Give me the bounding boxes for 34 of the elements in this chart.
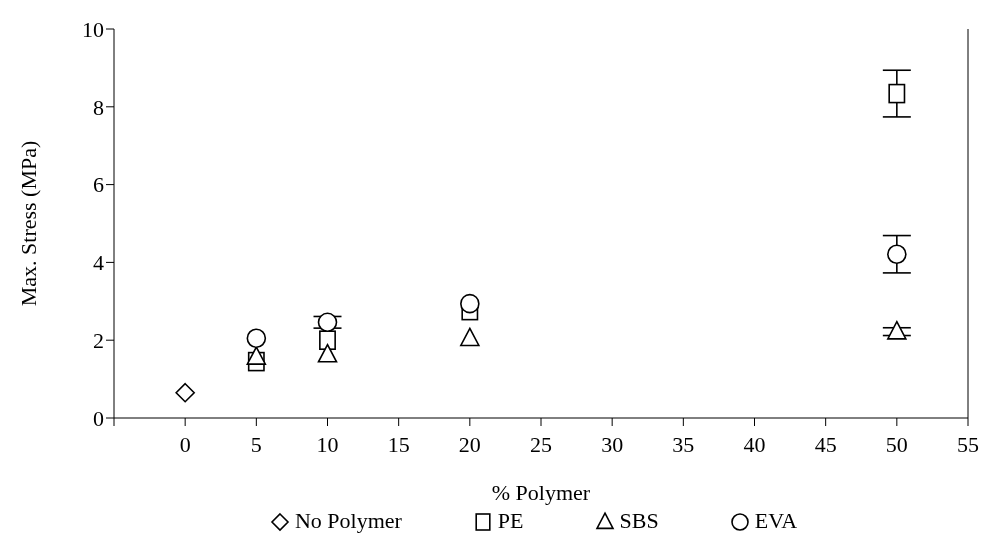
- point: [460, 327, 480, 347]
- x-axis-title: % Polymer: [491, 480, 591, 505]
- point: [887, 320, 907, 340]
- x-tick-label: 45: [814, 431, 837, 457]
- point: [888, 83, 906, 104]
- x-tick-label: 20: [458, 431, 481, 457]
- point: [887, 244, 907, 265]
- x-tick-label: 30: [601, 431, 624, 457]
- y-tick-label: 0: [93, 405, 104, 431]
- x-tick-label: 50: [885, 431, 908, 457]
- x-tick-label: 10: [316, 431, 339, 457]
- point: [460, 293, 480, 314]
- x-tick-label: 5: [250, 431, 262, 457]
- x-tick-label: 0: [179, 431, 191, 457]
- y-tick-label: 10: [82, 16, 104, 42]
- point: [317, 343, 338, 363]
- legend-label: No Polymer: [294, 508, 402, 534]
- point: [246, 346, 267, 365]
- x-tick-label: 35: [672, 431, 695, 457]
- point: [246, 328, 267, 349]
- legend-label: SBS: [619, 508, 659, 534]
- point: [175, 382, 195, 403]
- y-tick-label: 4: [93, 250, 104, 276]
- point: [317, 312, 338, 333]
- x-tick-label: 25: [530, 431, 552, 457]
- legend-label: EVA: [754, 508, 798, 534]
- y-tick-label: 8: [93, 94, 104, 120]
- y-tick-label: 2: [93, 328, 104, 354]
- x-tick-label: 15: [387, 431, 410, 457]
- x-tick-label: 40: [743, 431, 766, 457]
- legend-label: PE: [497, 508, 524, 534]
- y-tick-label: 6: [93, 172, 104, 198]
- y-axis-title: Max. Stress (MPa): [15, 140, 41, 307]
- x-tick-label: 55: [957, 431, 979, 457]
